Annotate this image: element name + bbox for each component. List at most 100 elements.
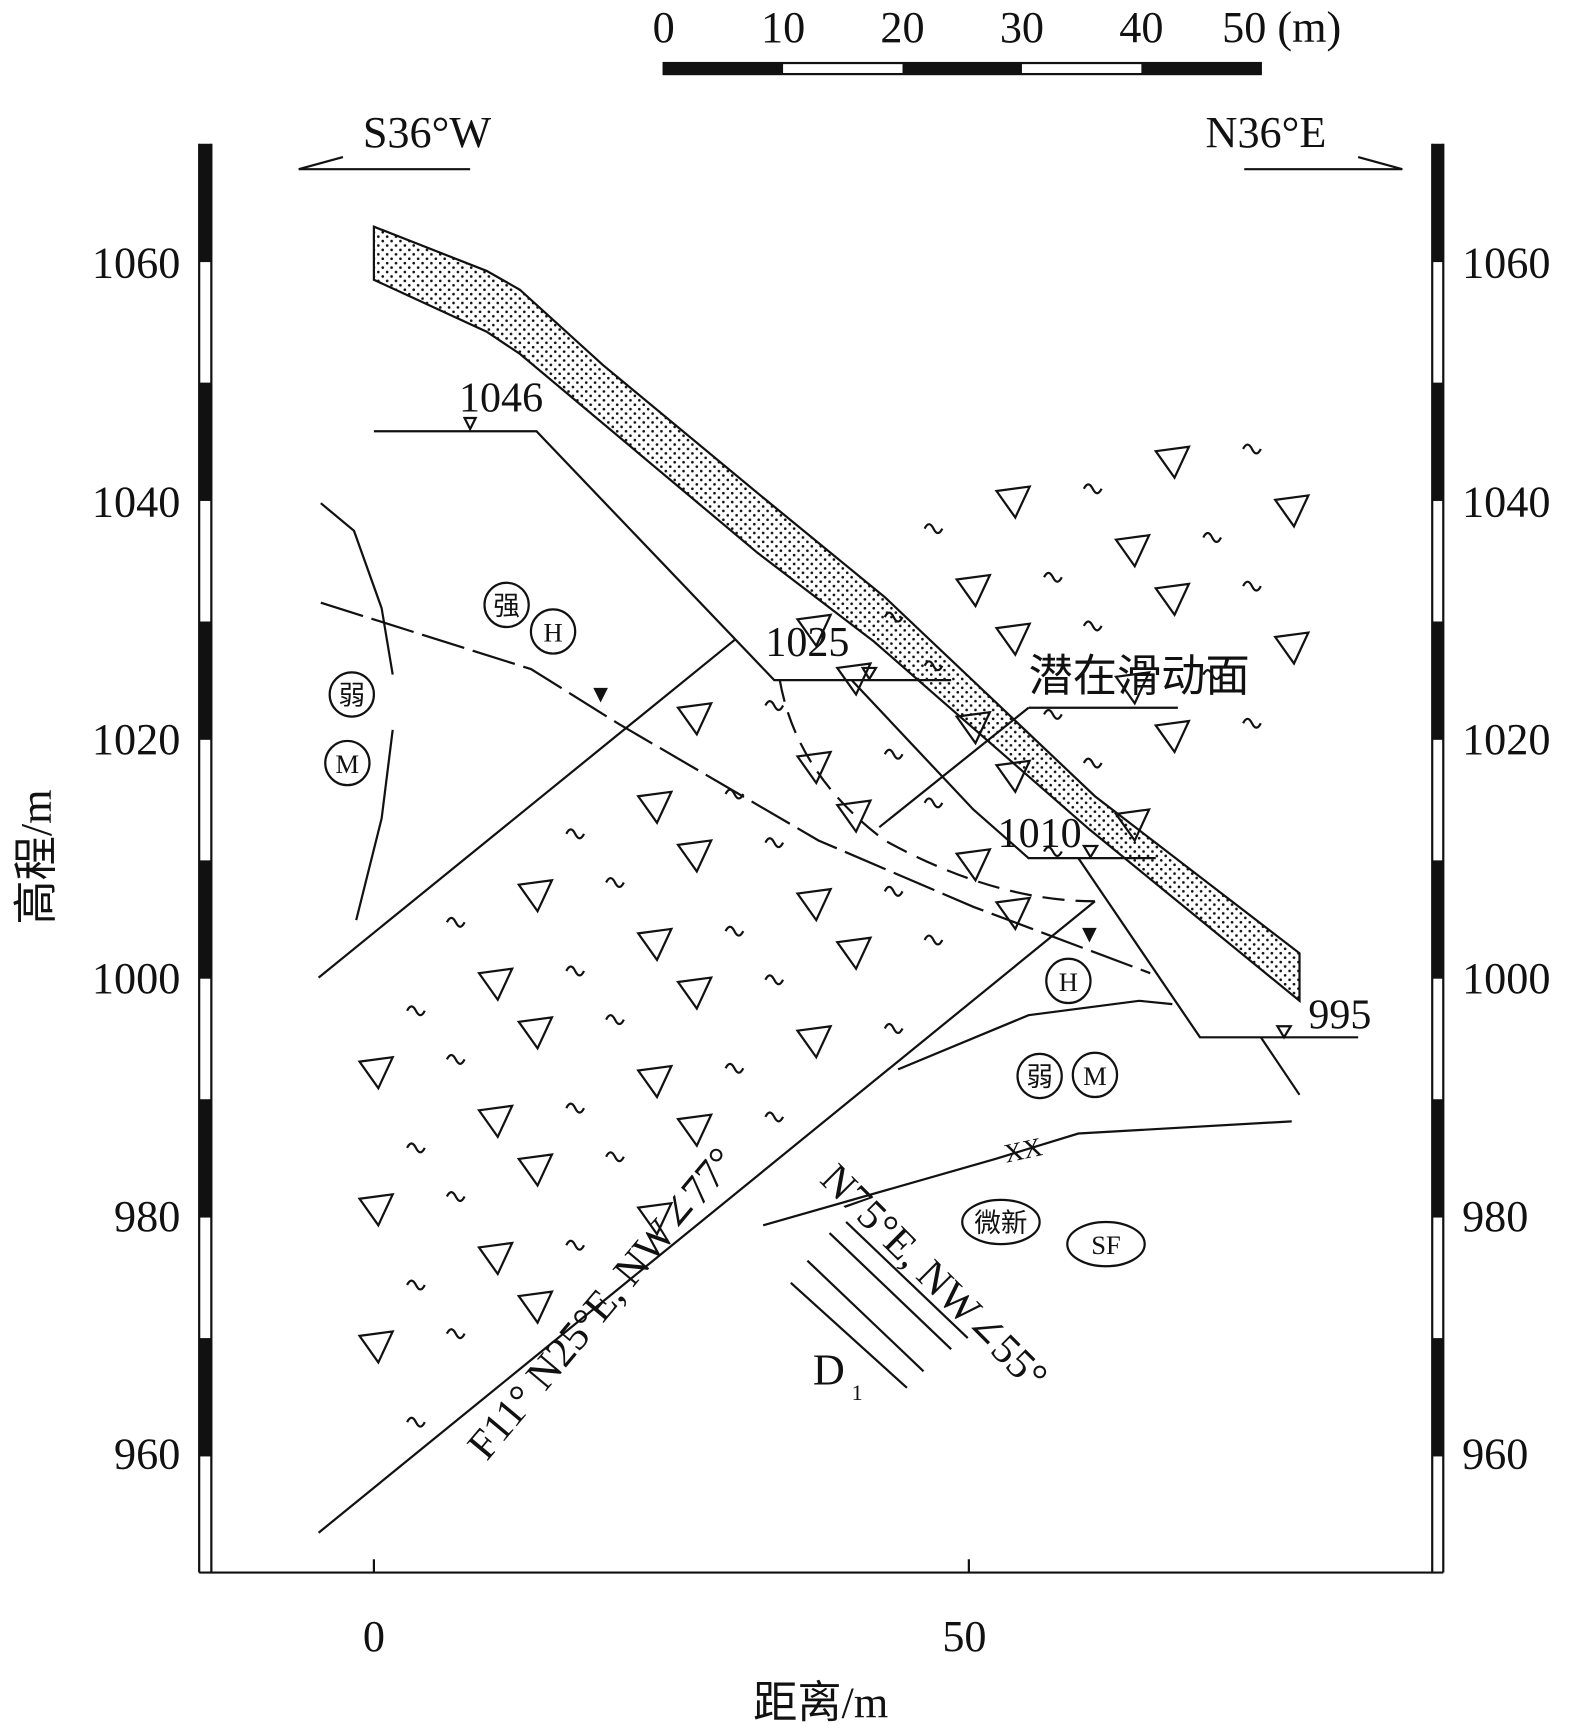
breccia-symbol bbox=[795, 887, 833, 923]
axis-block bbox=[1432, 143, 1444, 263]
axis-block bbox=[199, 382, 212, 501]
overburden bbox=[372, 225, 1301, 1004]
breccia-symbol bbox=[1153, 582, 1191, 618]
breccia-symbol bbox=[923, 660, 944, 672]
scale-label: 10 bbox=[761, 3, 805, 52]
breccia-symbol bbox=[1082, 483, 1103, 495]
zone-label: M bbox=[336, 749, 360, 779]
zone-label: H bbox=[1059, 967, 1078, 997]
y-tick-label: 1020 bbox=[1462, 715, 1550, 764]
axis-block bbox=[1432, 621, 1444, 740]
axis-block bbox=[1432, 1338, 1444, 1457]
breccia-symbol bbox=[1113, 533, 1151, 569]
water-level: 1046 bbox=[459, 375, 543, 421]
axis-block bbox=[1432, 1099, 1444, 1218]
breccia-symbol bbox=[565, 1102, 586, 1114]
breccia-symbol bbox=[994, 622, 1032, 657]
y-axis-title: 高程/m bbox=[12, 789, 61, 924]
zone-label: 弱 bbox=[1026, 1062, 1053, 1092]
breccia-symbol bbox=[477, 1241, 514, 1277]
breccia-symbol bbox=[605, 876, 625, 888]
zone-label: XX bbox=[1001, 1131, 1045, 1168]
breccia-symbol bbox=[357, 1192, 395, 1228]
breccia-symbol bbox=[994, 485, 1032, 520]
breccia-pattern bbox=[357, 443, 1311, 1428]
scale-bar bbox=[662, 61, 1262, 76]
y-tick-label: 960 bbox=[114, 1430, 180, 1479]
breccia-symbol bbox=[445, 1191, 466, 1203]
breccia-symbol bbox=[516, 1016, 554, 1051]
breccia-symbol bbox=[1082, 620, 1103, 632]
breccia-symbol bbox=[406, 1142, 426, 1154]
x-tick-label: 50 bbox=[942, 1612, 986, 1661]
breccia-symbol bbox=[1273, 494, 1311, 529]
breccia-symbol bbox=[1202, 669, 1222, 681]
y-tick-label: 1040 bbox=[1462, 477, 1550, 526]
breccia-symbol bbox=[764, 1111, 785, 1123]
breccia-symbol bbox=[883, 611, 904, 623]
breccia-symbol bbox=[477, 967, 514, 1002]
breccia-symbol bbox=[994, 759, 1032, 794]
breccia-symbol bbox=[1043, 846, 1063, 858]
direction: N36°E bbox=[1206, 108, 1327, 157]
breccia-symbol bbox=[883, 1022, 904, 1034]
breccia-symbol bbox=[795, 750, 833, 786]
breccia-symbol bbox=[676, 839, 714, 874]
x-tick-label: 0 bbox=[363, 1612, 385, 1661]
breccia-symbol bbox=[764, 700, 785, 712]
breccia-symbol bbox=[724, 925, 745, 937]
frame bbox=[198, 143, 1445, 1574]
y-tick-label: 980 bbox=[114, 1192, 180, 1241]
scale-label: 50 (m) bbox=[1222, 3, 1341, 52]
breccia-symbol bbox=[636, 1064, 674, 1100]
y-tick-label: 1040 bbox=[92, 477, 180, 526]
breccia-symbol bbox=[1242, 580, 1262, 592]
water-level: 1025 bbox=[765, 620, 849, 666]
fault-label: N75°E, NW∠55° bbox=[811, 1156, 1056, 1401]
zone-label: 强 bbox=[493, 591, 520, 621]
breccia-symbol bbox=[1043, 571, 1063, 583]
breccia-symbol bbox=[445, 916, 466, 928]
breccia-symbol bbox=[923, 934, 944, 946]
breccia-symbol bbox=[883, 748, 904, 760]
axis-block bbox=[199, 621, 212, 740]
slip-surface-label: 潜在滑动面 bbox=[1029, 652, 1250, 701]
zone-label: 弱 bbox=[339, 680, 366, 710]
breccia-symbol bbox=[1242, 717, 1262, 729]
geology-lines bbox=[317, 416, 1359, 1534]
breccia-symbol bbox=[724, 1062, 745, 1074]
breccia-symbol bbox=[1153, 719, 1191, 755]
direction: S36°W bbox=[363, 108, 491, 157]
breccia-symbol bbox=[883, 885, 904, 897]
zone-label: M bbox=[1083, 1061, 1107, 1091]
breccia-symbol bbox=[835, 662, 873, 697]
breccia-symbol bbox=[636, 790, 674, 825]
breccia-symbol bbox=[795, 1024, 833, 1060]
axis-blocks bbox=[199, 143, 1444, 1457]
breccia-symbol bbox=[605, 1014, 625, 1026]
axis-block bbox=[199, 1099, 212, 1218]
breccia-symbol bbox=[477, 1104, 514, 1140]
breccia-symbol bbox=[565, 965, 586, 977]
breccia-symbol bbox=[406, 1005, 426, 1017]
x-axis-title: 距离/m bbox=[753, 1678, 888, 1727]
breccia-symbol bbox=[445, 1053, 466, 1065]
breccia-symbol bbox=[676, 1113, 714, 1148]
breccia-symbol bbox=[1202, 531, 1222, 543]
breccia-symbol bbox=[923, 797, 944, 809]
y-tick-label: 1000 bbox=[92, 954, 180, 1003]
fault-label: F11° N25°E, NW∠77° bbox=[459, 1139, 746, 1468]
stratum-subscript: 1 bbox=[852, 1380, 863, 1405]
breccia-symbol bbox=[764, 837, 785, 849]
breccia-symbol bbox=[605, 1151, 625, 1163]
breccia-symbol bbox=[676, 976, 714, 1011]
scale-label: 40 bbox=[1119, 3, 1163, 52]
y-tick-label: 1000 bbox=[1462, 954, 1550, 1003]
breccia-symbol bbox=[636, 927, 674, 963]
y-tick-label: 1060 bbox=[92, 239, 180, 288]
breccia-symbol bbox=[954, 710, 992, 746]
breccia-symbol bbox=[1113, 671, 1151, 706]
breccia-symbol bbox=[445, 1328, 466, 1340]
breccia-symbol bbox=[516, 1153, 554, 1188]
